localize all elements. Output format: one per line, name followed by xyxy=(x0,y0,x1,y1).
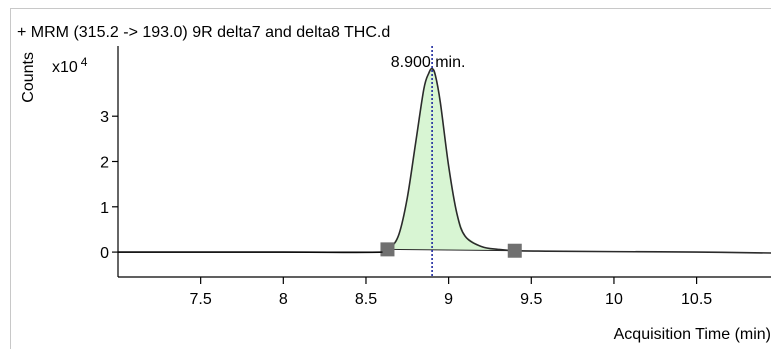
integration-start-marker xyxy=(380,242,395,257)
peak-label: 8.900 min. xyxy=(391,54,466,71)
y-tick-label: 0 xyxy=(100,245,109,262)
x-tick-label: 8 xyxy=(279,291,288,308)
x-tick-label: 8.5 xyxy=(355,291,377,308)
panel-border xyxy=(10,8,771,349)
x-tick-label: 7.5 xyxy=(190,291,212,308)
integration-baseline xyxy=(387,248,515,252)
x-tick-label: 9.5 xyxy=(520,291,542,308)
integration-fill xyxy=(387,68,515,251)
y-axis-label: Counts xyxy=(20,52,37,103)
x-tick-label: 10 xyxy=(605,291,623,308)
x-axis-label: Acquisition Time (min) xyxy=(614,326,771,343)
x-tick-label: 10.5 xyxy=(681,291,712,308)
y-tick-label: 1 xyxy=(100,200,109,217)
y-tick-label: 2 xyxy=(100,155,109,172)
integration-end-marker xyxy=(507,243,522,258)
chart-title: + MRM (315.2 -> 193.0) 9R delta7 and del… xyxy=(17,24,390,41)
tick-labels: 7.5 8 8.5 9 9.5 10 10.5 0 1 2 3 xyxy=(100,109,712,308)
integration-area xyxy=(387,68,515,252)
y-tick-label: 3 xyxy=(100,109,109,126)
x-tick-label: 9 xyxy=(444,291,453,308)
trace-layer xyxy=(118,46,771,277)
y-multiplier-label: x10 4 xyxy=(52,55,88,76)
